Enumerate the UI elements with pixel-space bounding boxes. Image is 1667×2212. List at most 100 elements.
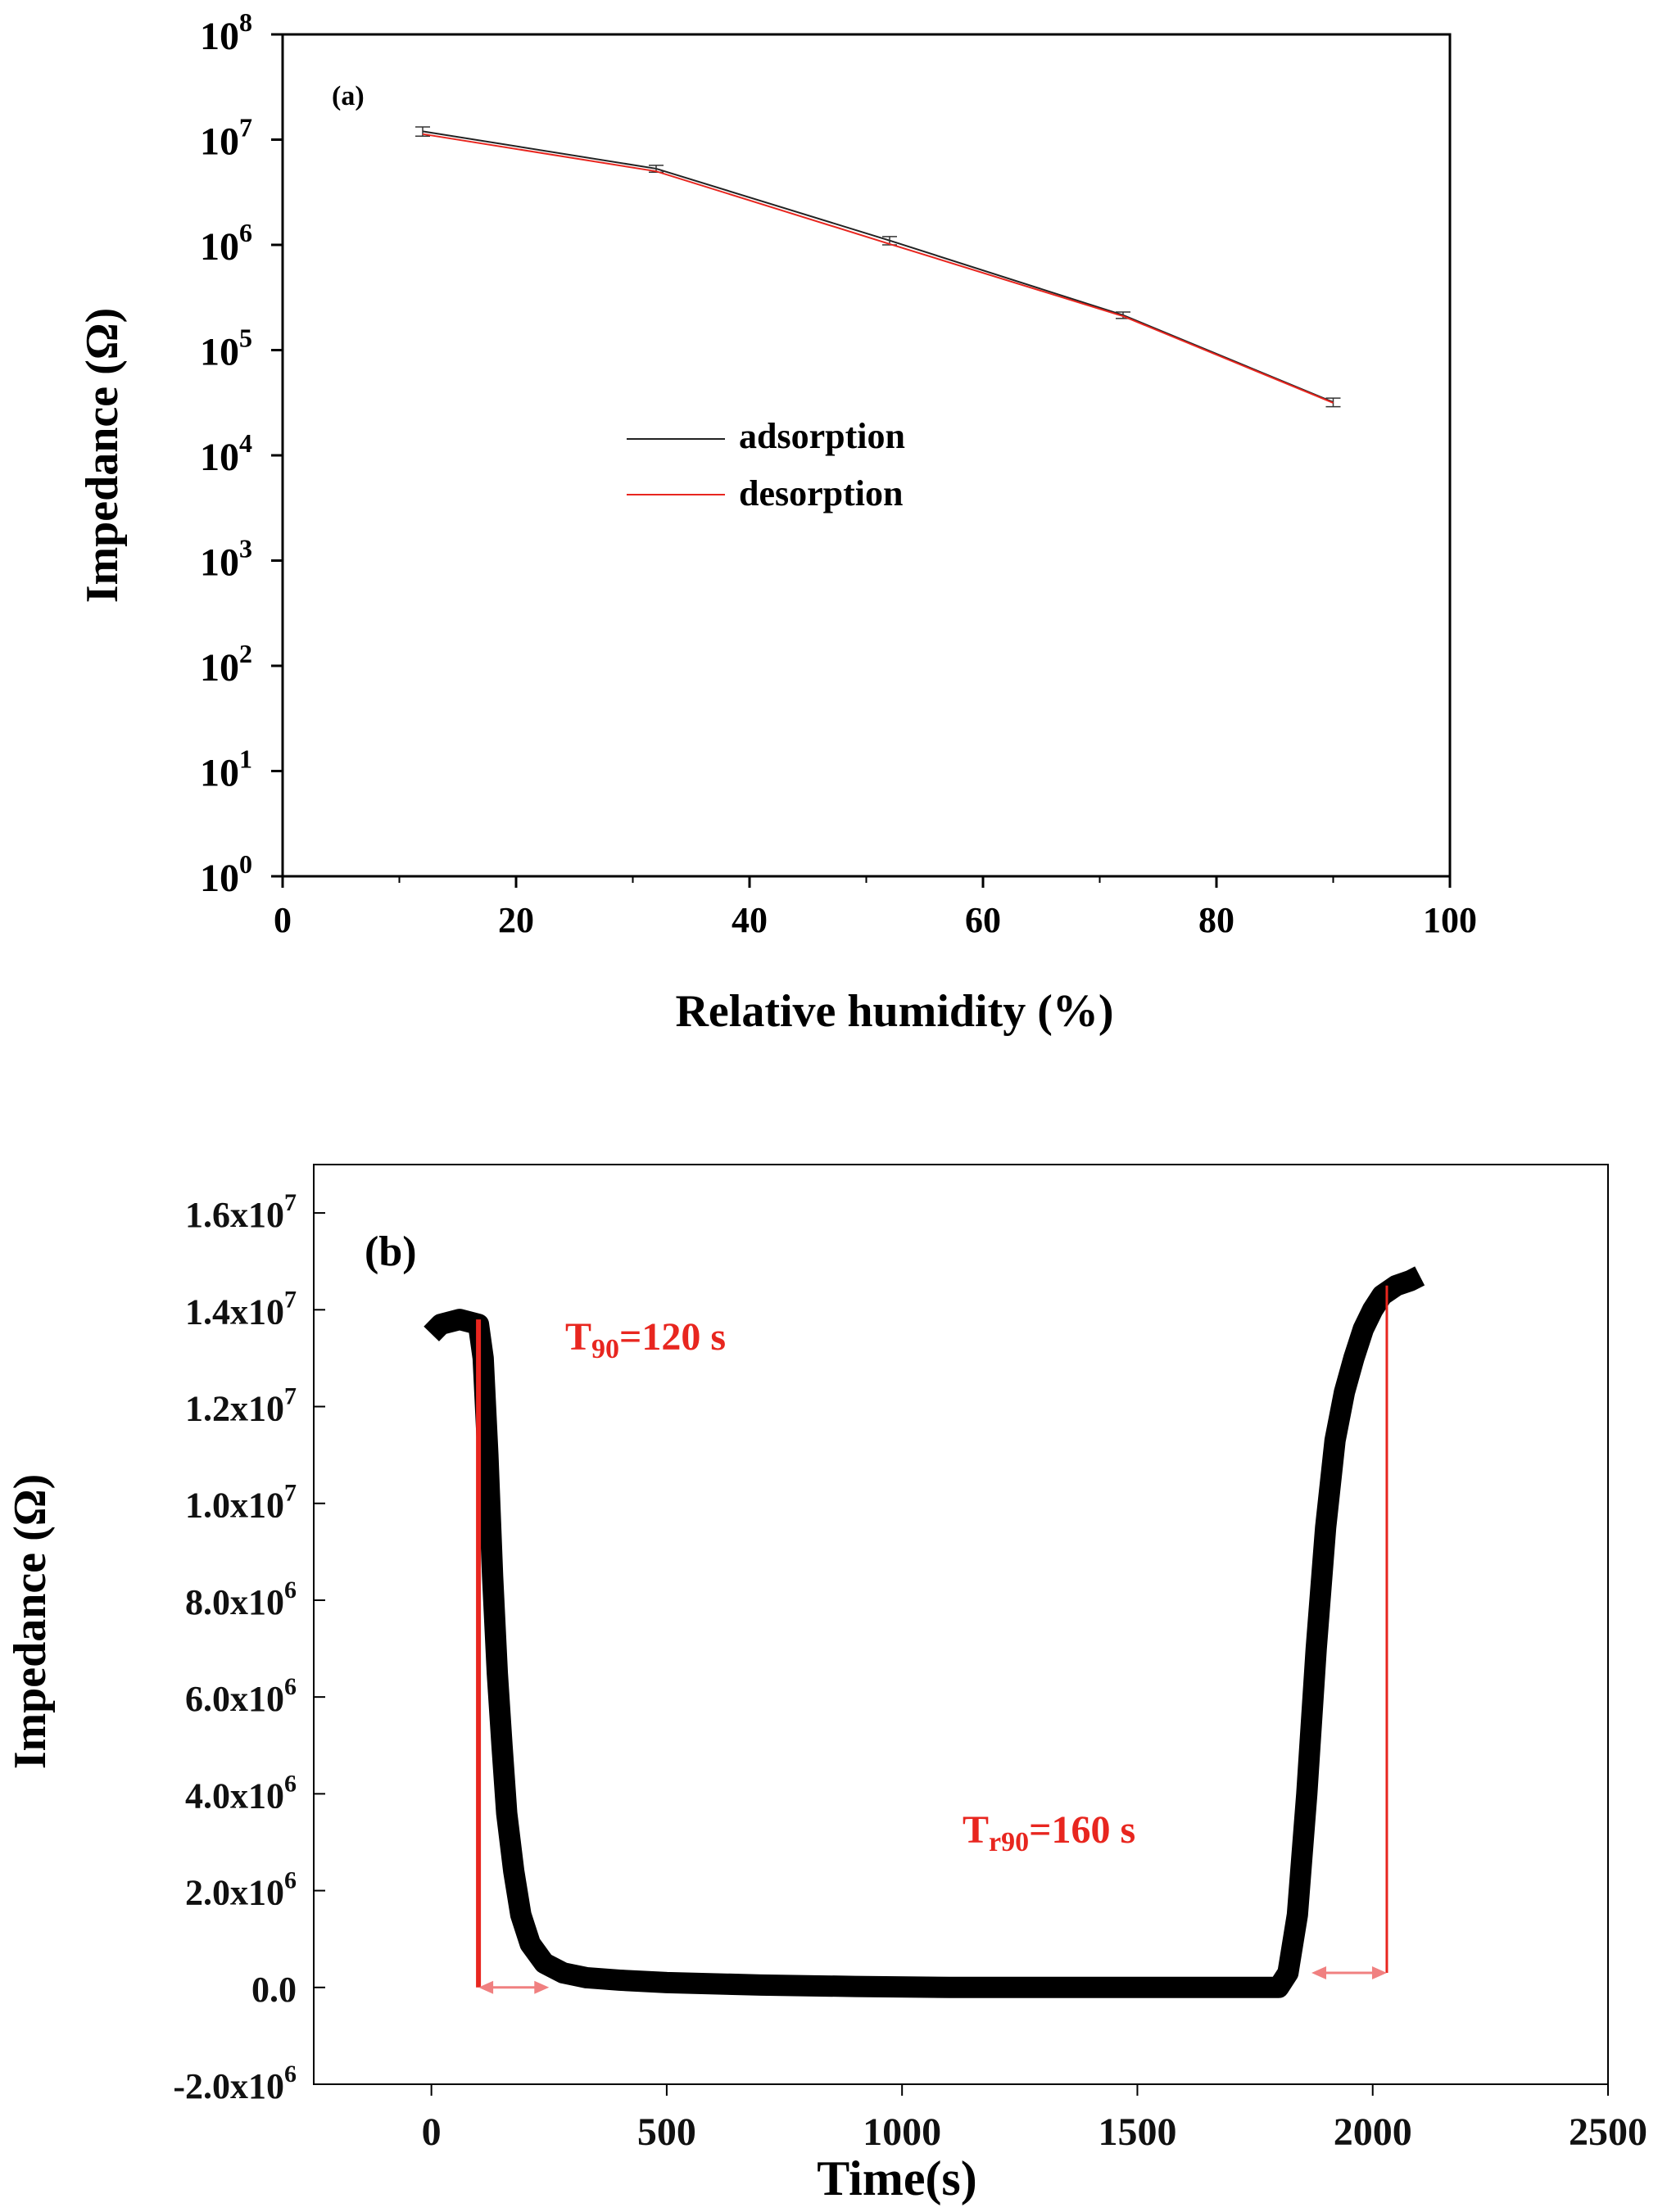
annotation-arrow-head-right [534, 1980, 550, 1994]
chart-b-y-tick-label: 8.0x106 [185, 1576, 297, 1622]
annotation-arrow-head-left [1311, 1966, 1327, 1980]
chart-a-y-tick-label: 100 [200, 849, 252, 900]
chart-b-y-tick-mantissa: 1.4x10 [185, 1291, 284, 1332]
chart-a-legend: adsorption desorption [627, 416, 905, 513]
annotation-label-sub: r90 [989, 1827, 1029, 1857]
chart-b-panel-label: (b) [365, 1228, 417, 1275]
chart-b-x-axis-label: Time(s) [817, 2151, 977, 2205]
chart-a-panel-label: (a) [332, 81, 365, 111]
chart-b-y-tick-exp: 6 [284, 2060, 297, 2088]
annotation-label: Tr90=160 s [963, 1808, 1135, 1857]
chart-a-y-tick-exp: 6 [239, 218, 252, 247]
chart-a-x-tick-label: 60 [965, 900, 1001, 940]
annotation-label-base: T [565, 1315, 591, 1359]
chart-a-y-tick-exp: 8 [239, 7, 252, 37]
chart-b-y-tick-mantissa: 1.6x10 [185, 1195, 284, 1235]
chart-a-y-tick-exp: 0 [239, 849, 252, 879]
annotation-arrow-head-left [478, 1980, 494, 1994]
chart-b-frame [313, 1164, 1609, 2085]
chart-b-x-tick-label: 1000 [863, 2110, 941, 2154]
chart-a-x-axis-label: Relative humidity (%) [675, 986, 1113, 1037]
chart-b-y-tick-mantissa: -2.0x10 [173, 2066, 284, 2106]
chart-b-y-tick-label: -2.0x106 [173, 2060, 297, 2106]
chart-a-y-tick-base: 10 [200, 752, 239, 795]
chart-b-y-tick-label: 1.0x107 [185, 1480, 297, 1526]
chart-b-y-tick-exp: 6 [284, 1867, 297, 1894]
legend-label-adsorption: adsorption [739, 416, 905, 456]
chart-a-y-tick-exp: 1 [239, 744, 252, 774]
chart-a-x-tick-label: 100 [1423, 900, 1477, 940]
chart-b-y-ticks: -2.0x1060.02.0x1064.0x1066.0x1068.0x1061… [173, 1189, 325, 2106]
chart-b-y-tick-exp: 7 [284, 1383, 297, 1410]
annotation-label-base: T [963, 1808, 989, 1852]
chart-a-y-tick-base: 10 [200, 225, 239, 269]
annotation-label-rest: =160 s [1029, 1808, 1135, 1852]
chart-a-y-tick-exp: 7 [239, 113, 252, 142]
chart-b-y-tick-mantissa: 0.0 [251, 1970, 297, 2010]
chart-b-x-tick-label: 0 [422, 2110, 442, 2154]
annotation-arrow-head-right [1371, 1966, 1387, 1980]
chart-b-y-tick-mantissa: 1.2x10 [185, 1389, 284, 1429]
chart-a-series-desorption [422, 133, 1334, 404]
legend-label-desorption: desorption [739, 473, 903, 513]
chart-a-y-tick-exp: 2 [239, 639, 252, 668]
chart-a-y-tick-base: 10 [200, 541, 239, 585]
chart-b-series [424, 1266, 1425, 1998]
chart-b-y-tick-label: 4.0x106 [185, 1770, 297, 1816]
annotation-label-rest: =120 s [619, 1315, 726, 1359]
chart-a-y-tick-base: 10 [200, 646, 239, 690]
chart-a-x-tick-label: 20 [498, 900, 534, 940]
chart-b-y-tick-exp: 7 [284, 1286, 297, 1313]
chart-a-y-tick-label: 107 [200, 113, 252, 164]
chart-a-series-adsorption [422, 130, 1334, 404]
chart-b-x-tick-label: 500 [637, 2110, 696, 2154]
chart-b-y-tick-mantissa: 1.0x10 [185, 1486, 284, 1526]
chart-b-x-ticks: 0 500 1000 1500 2000 2500 [422, 2084, 1647, 2154]
chart-a-y-tick-label: 106 [200, 218, 252, 269]
chart-b-annotation-T90: T90=120 s [476, 1315, 726, 1994]
annotation-label: T90=120 s [565, 1315, 726, 1364]
chart-a-y-tick-exp: 3 [239, 534, 252, 563]
chart-b-annotation-Tr90: Tr90=160 s [963, 1285, 1388, 1980]
chart-a-series [415, 126, 1341, 408]
chart-b-y-tick-label: 6.0x106 [185, 1673, 297, 1719]
chart-b-x-tick-label: 2000 [1334, 2110, 1412, 2154]
chart-b-y-tick-label: 1.2x107 [185, 1383, 297, 1429]
chart-b-y-tick-mantissa: 2.0x10 [185, 1873, 284, 1913]
chart-b-y-axis-label: Impedance (Ω) [5, 1474, 56, 1770]
chart-a-x-tick-label: 40 [732, 900, 768, 940]
chart-a-x-tick-label: 0 [274, 900, 292, 940]
chart-b-series-line [424, 1266, 1425, 1998]
chart-b-y-tick-exp: 7 [284, 1189, 297, 1216]
chart-a-y-tick-label: 104 [200, 428, 252, 479]
chart-a-y-tick-label: 103 [200, 534, 252, 585]
chart-a-x-ticks: 0 20 40 60 80 100 [274, 876, 1477, 940]
chart-b-y-tick-exp: 7 [284, 1480, 297, 1507]
chart-a-y-axis-label: Impedance (Ω) [77, 308, 128, 604]
chart-a-y-tick-label: 105 [200, 323, 252, 374]
chart-a-y-tick-base: 10 [200, 15, 239, 58]
chart-a-y-tick-base: 10 [200, 120, 239, 164]
chart-b-y-tick-mantissa: 8.0x10 [185, 1582, 284, 1622]
chart-a-x-tick-label: 80 [1198, 900, 1234, 940]
chart-a-y-tick-label: 101 [200, 744, 252, 795]
chart-a-y-tick-label: 102 [200, 639, 252, 690]
chart-b-x-tick-label: 1500 [1098, 2110, 1176, 2154]
annotation-label-sub: 90 [591, 1334, 619, 1364]
chart-b-y-tick-exp: 6 [284, 1576, 297, 1604]
chart-b-y-tick-label: 0.0 [251, 1970, 297, 2010]
chart-b-y-tick-label: 1.4x107 [185, 1286, 297, 1332]
chart-a-y-tick-base: 10 [200, 331, 239, 374]
chart-a-y-tick-exp: 5 [239, 323, 252, 353]
chart-b-y-tick-label: 1.6x107 [185, 1189, 297, 1235]
chart-a-y-tick-base: 10 [200, 436, 239, 479]
chart-b-y-tick-label: 2.0x106 [185, 1867, 297, 1913]
chart-a-y-tick-exp: 4 [239, 428, 252, 458]
chart-b-y-tick-mantissa: 4.0x10 [185, 1775, 284, 1816]
chart-b-y-tick-exp: 6 [284, 1770, 297, 1797]
